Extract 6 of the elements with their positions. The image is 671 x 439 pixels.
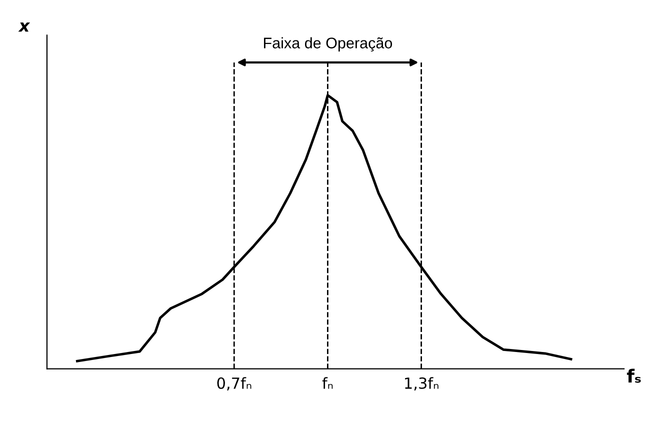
- x-tick-label: 1,3fₙ: [405, 377, 438, 390]
- text: Faixa de Operação: [264, 37, 392, 52]
- x-axis-title: fₛ: [626, 368, 641, 383]
- x-tick-label: 0,7fₙ: [217, 377, 252, 390]
- x-tick-label: fₙ: [322, 377, 333, 389]
- y-axis-title: x: [18, 22, 30, 32]
